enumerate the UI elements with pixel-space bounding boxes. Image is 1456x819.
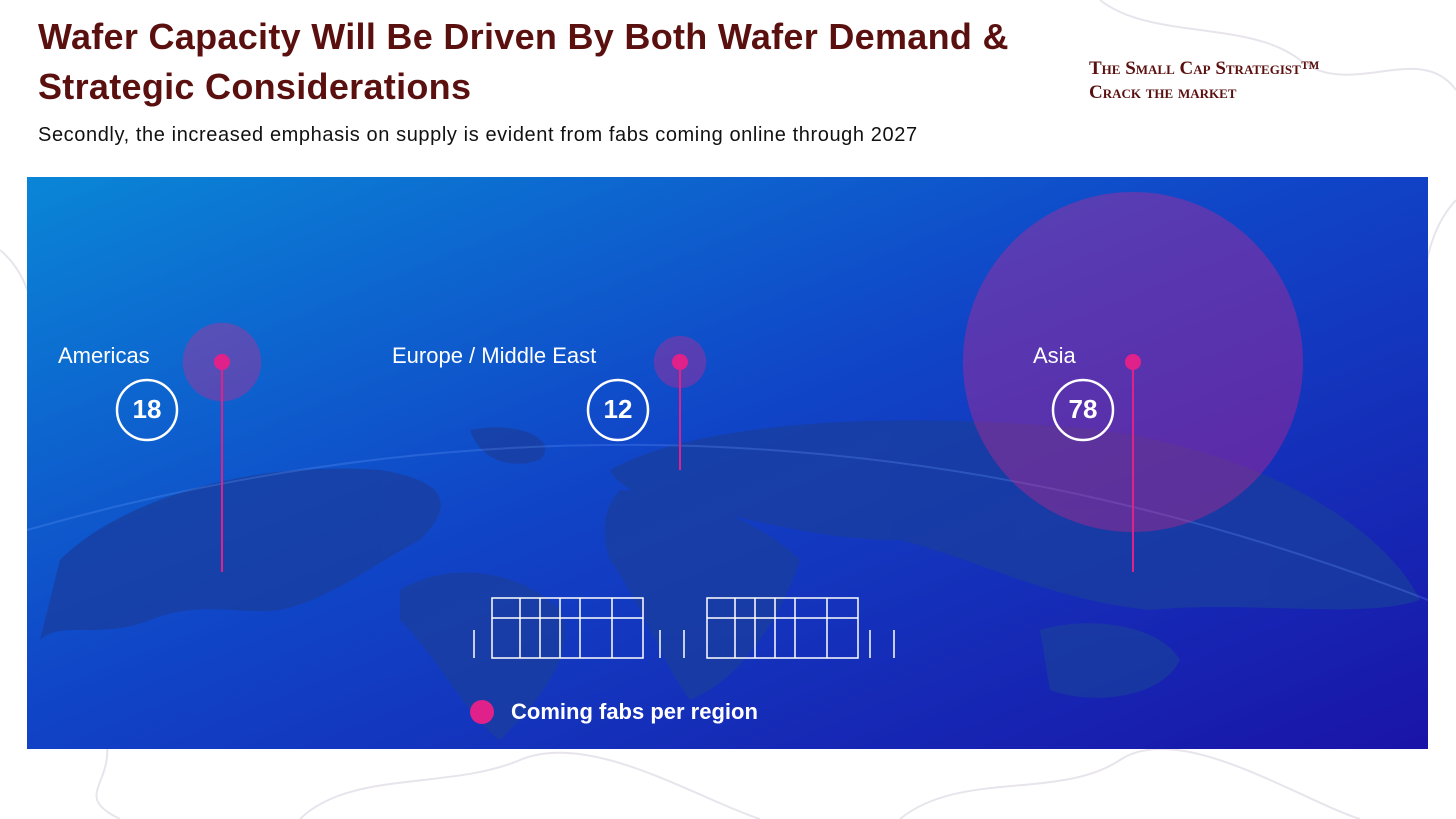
count-label: 78 [1069, 394, 1098, 424]
count-label: 12 [604, 394, 633, 424]
count-label: 18 [133, 394, 162, 424]
brand-tagline: Crack the market [1089, 82, 1237, 103]
count-ring [115, 378, 179, 442]
count-ring [1051, 378, 1115, 442]
legend-swatch [470, 700, 494, 724]
fab-icons [473, 597, 895, 659]
region-label: Asia [1033, 343, 1077, 368]
marker-dot [214, 354, 230, 370]
marker-dot [672, 354, 688, 370]
globe-arc [26, 443, 1429, 601]
marker-dot [1125, 354, 1141, 370]
region-label: Europe / Middle East [392, 343, 596, 368]
world-map [40, 420, 1420, 740]
count-ring [586, 378, 650, 442]
subtitle: Secondly, the increased emphasis on supp… [38, 124, 918, 146]
brand-name: The Small Cap Strategist™ [1089, 58, 1320, 79]
title: Wafer Capacity Will Be Driven By Both Wa… [38, 16, 1009, 107]
legend-label: Coming fabs per region [511, 699, 758, 724]
region-label: Americas [58, 343, 150, 368]
